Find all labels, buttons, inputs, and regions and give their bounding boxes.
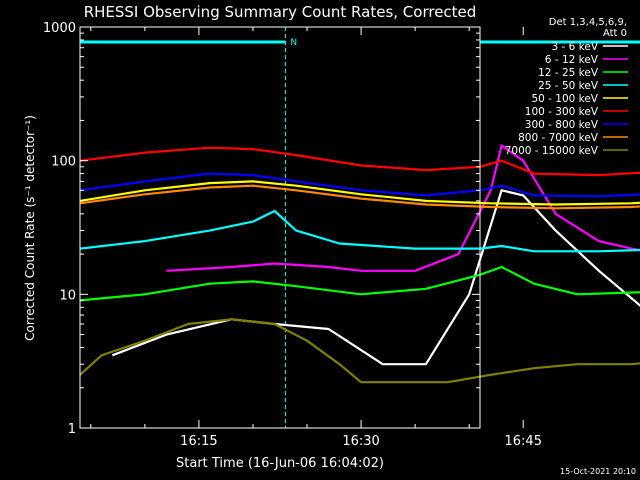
x-axis-label: Start Time (16-Jun-06 16:04:02) <box>176 456 384 471</box>
legend-label: 50 - 100 keV <box>531 93 598 105</box>
legend-label: 3 - 6 keV <box>551 41 598 53</box>
y-tick-label: 1000 <box>43 21 76 36</box>
legend-label: 7000 - 15000 keV <box>505 145 599 157</box>
x-tick-label: 16:15 <box>180 434 217 449</box>
timestamp: 15-Oct-2021 20:10 <box>560 467 636 476</box>
y-axis-label: Corrected Count Rate (s⁻¹ detector⁻¹) <box>23 115 37 341</box>
legend-header: Det 1,3,4,5,6,9, <box>549 17 627 28</box>
series-line <box>166 144 640 272</box>
series-line <box>79 172 640 198</box>
y-tick-label: 10 <box>59 288 76 303</box>
x-tick-label: 16:45 <box>505 434 542 449</box>
legend-label: 300 - 800 keV <box>525 119 599 131</box>
legend-label: 25 - 50 keV <box>538 80 599 92</box>
x-tick-label: 16:30 <box>342 434 379 449</box>
legend-label: 800 - 7000 keV <box>518 132 599 144</box>
attenuator-label: N <box>290 38 297 48</box>
y-tick-label: 1 <box>68 422 76 437</box>
legend-label: 12 - 25 keV <box>538 67 599 79</box>
series-line <box>79 318 640 384</box>
chart-title: RHESSI Observing Summary Count Rates, Co… <box>84 3 477 21</box>
series-line <box>79 265 640 302</box>
series-line <box>79 180 640 206</box>
plot-frame <box>79 26 481 429</box>
y-tick-label: 100 <box>51 155 76 170</box>
legend-label: 6 - 12 keV <box>545 54 599 66</box>
series-line <box>79 184 640 210</box>
legend-label: 100 - 300 keV <box>525 106 599 118</box>
series-line <box>79 209 640 253</box>
legend-header: Att 0 <box>603 28 627 39</box>
series-line <box>79 146 640 177</box>
